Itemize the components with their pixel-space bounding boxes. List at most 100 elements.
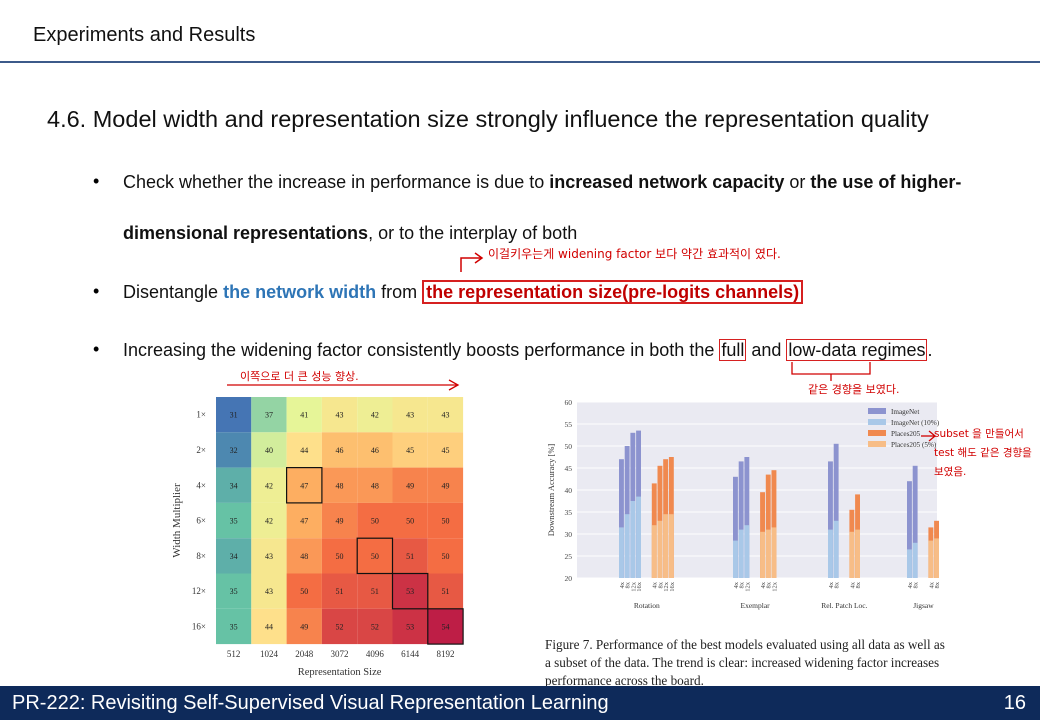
bar — [636, 496, 641, 578]
heatmap-cell — [251, 538, 287, 574]
heatmap-cell — [286, 502, 322, 539]
group-label: Rel. Patch Loc. — [821, 601, 867, 610]
heatmap-cell-value: 43 — [441, 411, 449, 420]
y-tick-label: 55 — [565, 420, 573, 429]
x-tick-label: 16x — [636, 581, 643, 592]
heatmap-cell — [216, 432, 252, 468]
bar — [912, 542, 918, 578]
heatmap-cell — [251, 397, 287, 433]
heatmap-cell-value: 42 — [371, 411, 379, 420]
heatmap-cell-value: 46 — [336, 446, 344, 455]
annotation-note-2: 이쪽으로 더 큰 성능 향상. — [240, 370, 359, 383]
heatmap-cell — [286, 397, 322, 433]
heatmap-cell-value: 50 — [441, 517, 449, 526]
heatmap-cell-value: 47 — [300, 481, 308, 490]
heatmap-cell-value: 49 — [406, 481, 414, 490]
heatmap-cell-value: 46 — [371, 446, 379, 455]
heatmap-cell — [357, 608, 393, 645]
heatmap-cell-value: 53 — [406, 587, 414, 596]
header-rule — [0, 61, 1040, 63]
bar — [828, 529, 833, 578]
heatmap-cell — [321, 432, 358, 468]
heatmap-cell — [321, 538, 358, 574]
bar — [849, 531, 855, 578]
x-tick-label: 8x — [855, 581, 862, 588]
legend-swatch — [868, 408, 886, 414]
heatmap-cell-value: 53 — [406, 622, 414, 631]
bar — [771, 527, 777, 578]
heatmap-row-label: 6× — [196, 516, 206, 526]
heatmap-cell-value: 48 — [371, 481, 379, 490]
footer-title: PR-222: Revisiting Self-Supervised Visua… — [12, 692, 609, 714]
heatmap-col-label: 6144 — [401, 649, 420, 659]
heatmap-cell — [321, 397, 358, 433]
heatmap-cell-value: 49 — [336, 517, 344, 526]
page-number: 16 — [1003, 692, 1026, 714]
heatmap-cell-value: 45 — [441, 446, 449, 455]
bullet-1-line-1: Check whether the increase in performanc… — [123, 172, 962, 192]
heatmap-cell — [216, 467, 252, 503]
heatmap-x-axis-title: Representation Size — [298, 667, 382, 678]
y-axis-title: Downstream Accuracy [%] — [546, 444, 556, 537]
heatmap-cell-value: 43 — [336, 411, 344, 420]
heatmap-cell — [392, 538, 428, 574]
heatmap-cell-value: 47 — [300, 517, 308, 526]
bar — [619, 527, 624, 578]
heatmap-cell — [427, 608, 464, 645]
heatmap-cell-value: 48 — [336, 481, 344, 490]
heatmap-cell-value: 34 — [230, 481, 238, 490]
x-tick-label: 4x — [652, 581, 659, 588]
y-tick-label: 45 — [565, 464, 573, 473]
heatmap-cell — [427, 573, 464, 609]
heatmap-cell-value: 50 — [406, 517, 414, 526]
bar — [668, 514, 674, 578]
heatmap-cell — [392, 502, 428, 539]
group-label: Jigsaw — [913, 601, 934, 610]
x-tick-label: 8x — [739, 581, 746, 588]
bar — [744, 457, 750, 578]
x-tick-label: 8x — [625, 581, 632, 588]
bar — [733, 540, 738, 578]
heatmap-cell-value: 45 — [406, 446, 414, 455]
heatmap-cell-value: 31 — [230, 411, 238, 420]
heatmap-cell — [357, 502, 393, 539]
x-tick-label: 4x — [619, 581, 626, 588]
arrow-annotation-1 — [460, 252, 484, 272]
bullet-2: Disentangle the network width from the r… — [123, 280, 804, 304]
heatmap-cell — [216, 397, 252, 433]
x-tick-label: 4x — [849, 581, 856, 588]
legend-swatch — [868, 441, 886, 447]
bracket-annotation-3 — [791, 362, 871, 381]
heatmap-cell — [251, 502, 287, 539]
heatmap-cell-value: 50 — [300, 587, 308, 596]
x-tick-label: 8x — [766, 581, 773, 588]
heatmap-cell — [216, 538, 252, 574]
heatmap-col-label: 1024 — [260, 649, 279, 659]
heatmap-cell — [251, 467, 287, 503]
heatmap-cell-value: 51 — [336, 587, 344, 596]
y-tick-label: 50 — [565, 442, 573, 451]
heatmap-cell — [286, 608, 322, 645]
heatmap-cell — [321, 502, 358, 539]
heatmap-cell — [427, 502, 464, 539]
heatmap-cell — [392, 573, 428, 609]
legend-swatch — [868, 430, 886, 436]
bar — [934, 538, 939, 578]
bar — [765, 529, 771, 578]
bar — [833, 520, 839, 578]
heatmap-cell — [286, 432, 322, 468]
bar — [771, 470, 777, 578]
heatmap-highlight-box — [285, 466, 323, 504]
bar — [630, 501, 636, 578]
heatmap-cell-value: 51 — [406, 552, 414, 561]
x-tick-label: 12x — [630, 581, 637, 592]
bar — [907, 549, 912, 578]
heatmap-cell-value: 52 — [371, 622, 379, 631]
heatmap-cell — [321, 608, 358, 645]
heatmap-cell-value: 49 — [441, 481, 449, 490]
heatmap-col-label: 512 — [227, 649, 241, 659]
heatmap-cell — [251, 432, 287, 468]
heatmap-cell-value: 54 — [441, 622, 449, 631]
heatmap-col-label: 8192 — [436, 649, 454, 659]
bar — [760, 531, 765, 578]
